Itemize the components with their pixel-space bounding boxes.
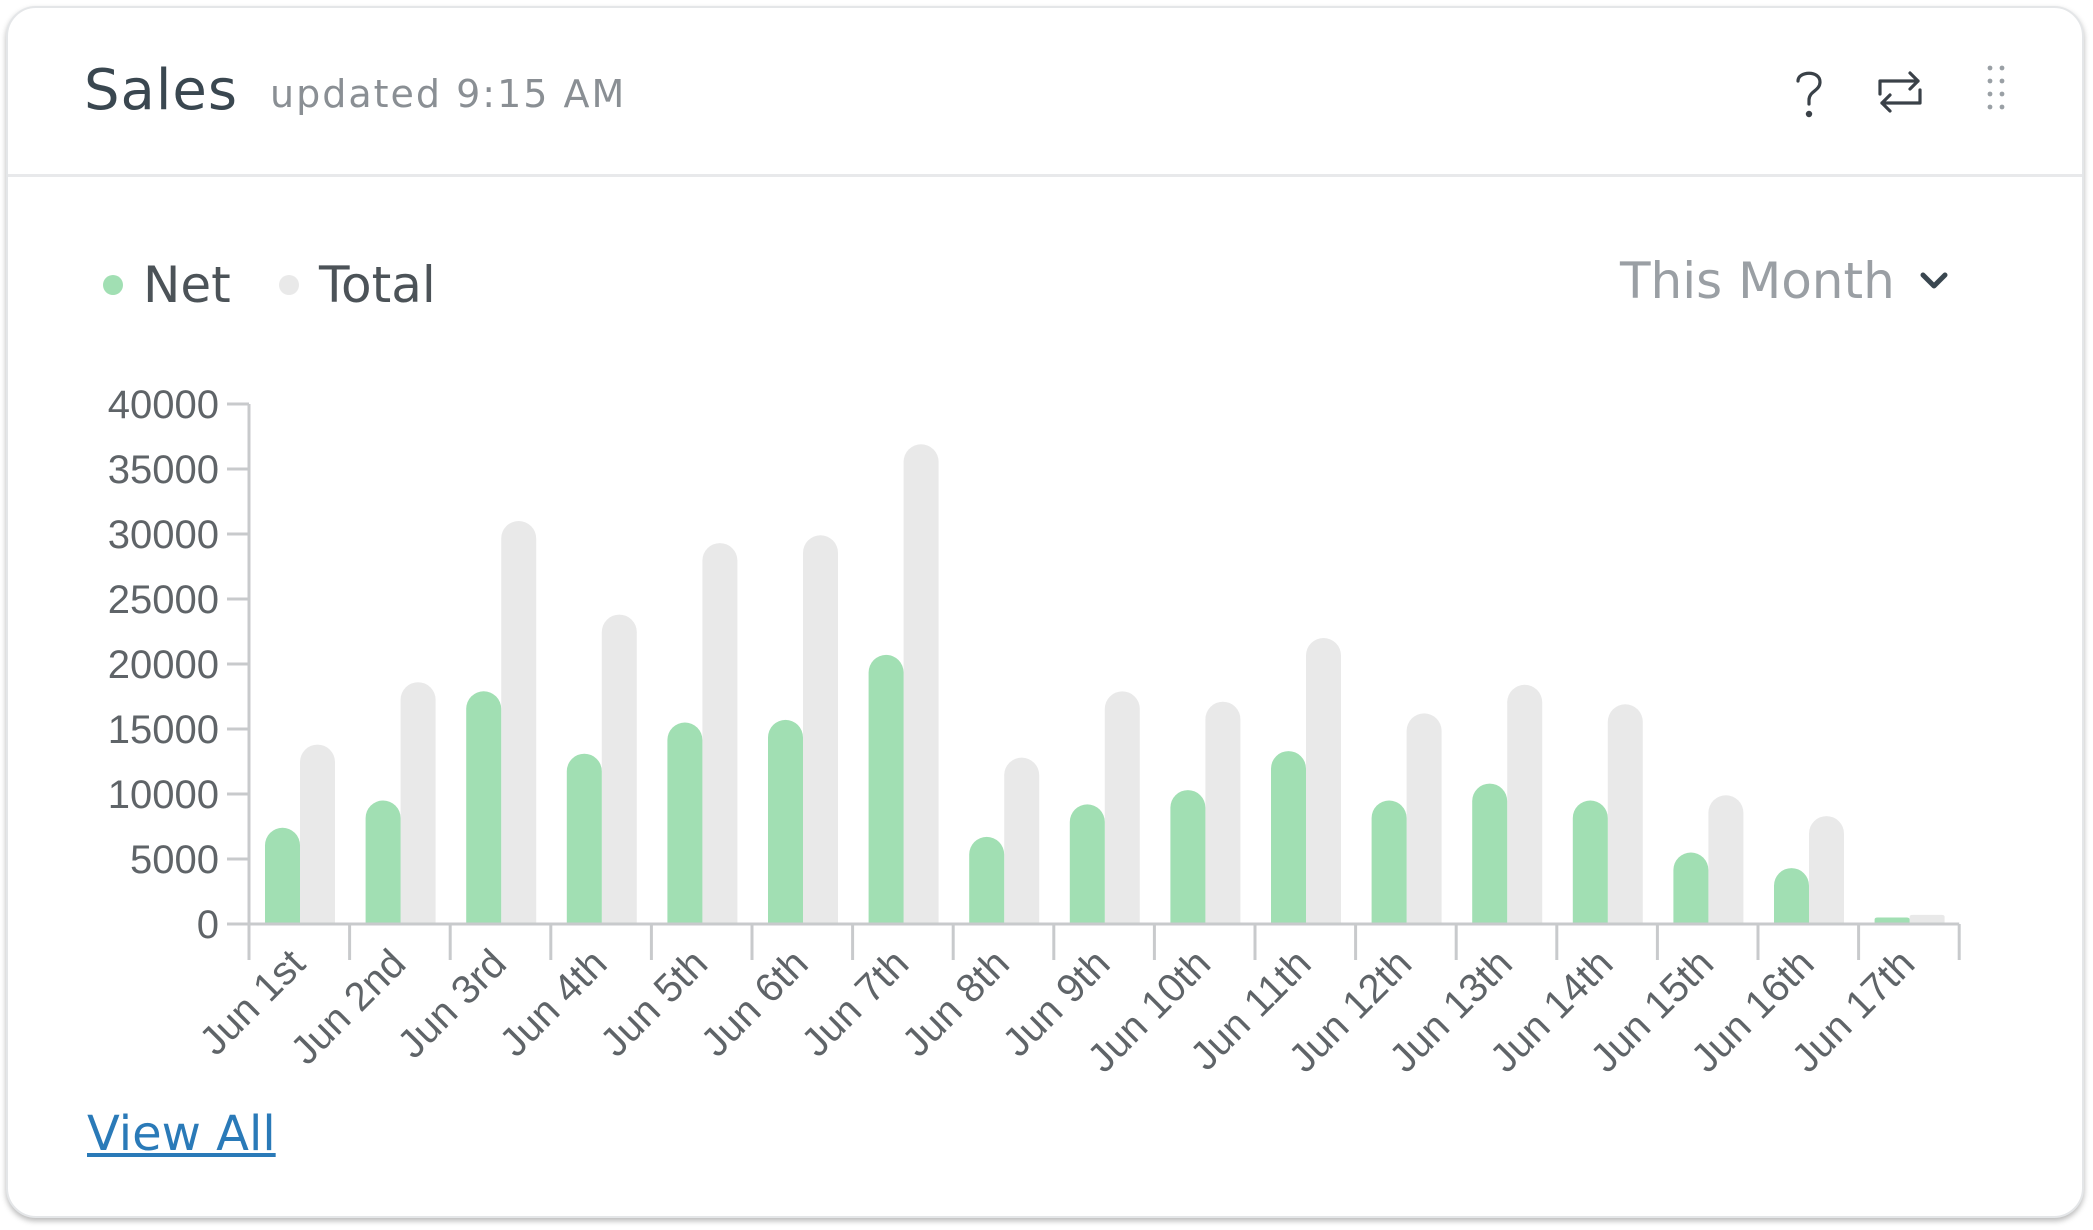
total-dot-icon	[279, 275, 299, 295]
net-bar	[1069, 804, 1105, 924]
net-bar	[1673, 852, 1709, 924]
total-bar	[1406, 713, 1442, 924]
net-bar	[768, 719, 803, 924]
total-bar	[300, 744, 335, 924]
x-tick-label: Jun 6th	[693, 941, 817, 1065]
view-all-link[interactable]: View All	[87, 1106, 276, 1162]
total-bar	[1607, 704, 1643, 924]
y-tick-label: 15000	[108, 708, 219, 752]
net-bar	[868, 654, 904, 924]
net-bar	[365, 800, 401, 924]
net-bar	[1874, 917, 1910, 924]
card-title: Sales	[84, 58, 239, 123]
total-bar	[1809, 816, 1844, 924]
y-tick-label: 0	[197, 903, 219, 947]
y-tick-label: 30000	[108, 513, 219, 557]
card-header: Sales updated 9:15 AM	[8, 8, 2082, 177]
total-bar	[1708, 795, 1744, 924]
net-bar	[667, 722, 703, 924]
x-tick-label: Jun 7th	[793, 941, 917, 1065]
net-bar	[1472, 783, 1508, 924]
net-bar	[1170, 790, 1206, 924]
y-tick-label: 20000	[108, 643, 219, 687]
y-tick-label: 40000	[108, 383, 219, 427]
x-tick-label: Jun 5th	[592, 941, 716, 1065]
total-bar	[1507, 684, 1543, 924]
chevron-down-icon	[1920, 272, 1948, 289]
y-tick-label: 25000	[108, 578, 219, 622]
total-bar	[601, 614, 637, 924]
total-bar	[903, 444, 939, 924]
legend-net[interactable]: Net	[103, 255, 231, 315]
net-bar	[466, 691, 502, 924]
net-bar	[1271, 751, 1306, 924]
total-bar	[400, 682, 436, 924]
sales-bar-chart: 0 5000 10000 15000 20000 25000 30000 35000 40000…	[108, 383, 1961, 1081]
range-selected-label: This Month	[1620, 252, 1895, 310]
more-icon[interactable]	[1965, 62, 2025, 122]
total-bar	[1004, 757, 1040, 924]
sales-card: Sales updated 9:15 AM	[6, 6, 2084, 1218]
x-tick-label: Jun 8th	[894, 941, 1018, 1065]
net-bar	[969, 836, 1005, 924]
legend-total[interactable]: Total	[279, 255, 436, 315]
x-tick-label: Jun 4th	[492, 941, 616, 1065]
total-bar	[501, 521, 537, 924]
total-bar	[1104, 691, 1140, 924]
net-dot-icon	[103, 275, 123, 295]
legend-net-label: Net	[143, 256, 231, 314]
help-icon[interactable]	[1779, 62, 1839, 122]
total-bar	[702, 543, 738, 924]
net-bar	[566, 753, 602, 924]
total-bar	[1205, 701, 1241, 924]
y-tick-label: 10000	[108, 773, 219, 817]
legend-total-label: Total	[319, 256, 436, 314]
refresh-icon[interactable]	[1870, 62, 1930, 122]
net-bar	[265, 827, 300, 924]
net-bar	[1774, 868, 1809, 924]
range-dropdown[interactable]: This Month	[1620, 252, 1949, 310]
updated-timestamp: updated 9:15 AM	[270, 72, 627, 116]
y-tick-label: 35000	[108, 448, 219, 492]
total-bar	[803, 535, 838, 924]
total-bar	[1306, 638, 1341, 924]
y-tick-label: 5000	[130, 838, 219, 882]
x-tick-label: Jun 3rd	[389, 941, 514, 1066]
total-bar	[1909, 914, 1945, 924]
net-bar	[1371, 800, 1407, 924]
net-bar	[1572, 800, 1608, 924]
